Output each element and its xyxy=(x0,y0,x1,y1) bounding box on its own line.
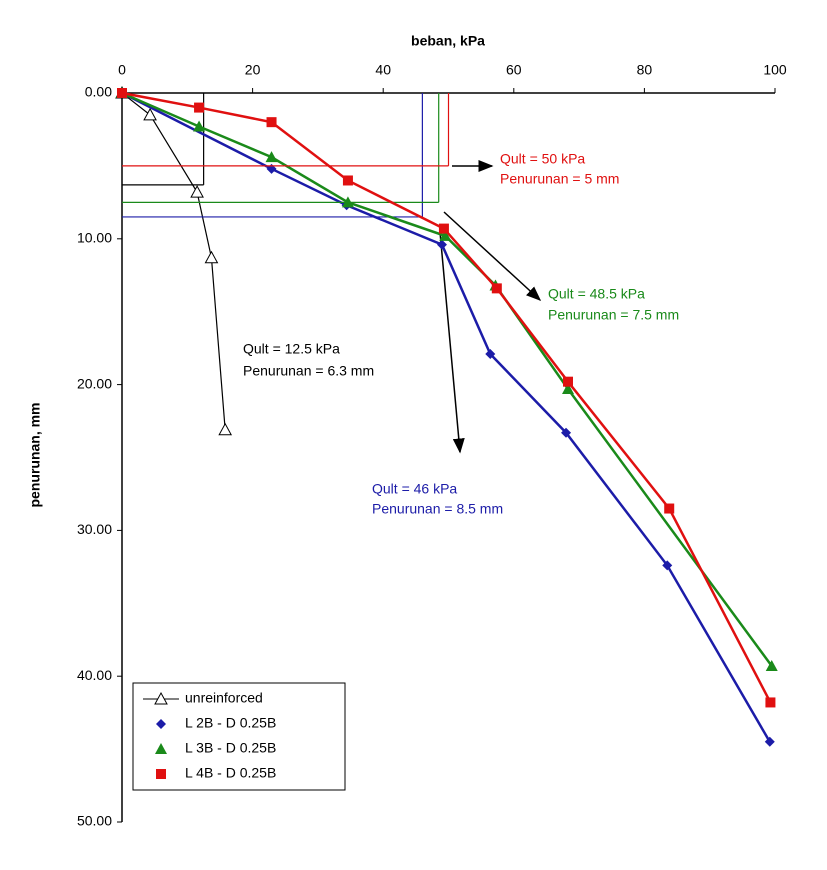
marker xyxy=(155,743,167,754)
x-tick-label: 20 xyxy=(245,62,261,78)
annotation: Qult = 46 kPa xyxy=(372,481,457,497)
marker xyxy=(117,88,127,98)
arrows xyxy=(439,160,542,454)
marker xyxy=(218,422,233,436)
marker xyxy=(485,348,496,359)
arrow xyxy=(439,231,465,454)
annotation: Penurunan = 8.5 mm xyxy=(372,501,503,517)
arrow xyxy=(443,211,542,302)
x-tick-label: 40 xyxy=(375,62,391,78)
series-line xyxy=(121,91,771,743)
x-tick-label: 0 xyxy=(118,62,126,78)
marker xyxy=(765,697,776,708)
x-tick-label: 100 xyxy=(763,62,787,78)
marker xyxy=(156,719,166,729)
legend-box xyxy=(132,682,346,791)
y-tick-label: 30.00 xyxy=(77,521,112,537)
annotation: Penurunan = 6.3 mm xyxy=(243,363,374,379)
x-tick-label: 80 xyxy=(637,62,653,78)
marker xyxy=(436,239,447,250)
legend-label: L 2B - D 0.25B xyxy=(185,715,276,731)
marker xyxy=(342,175,353,186)
marker xyxy=(156,769,166,779)
y-tick-label: 10.00 xyxy=(77,230,112,246)
marker xyxy=(662,560,673,571)
marker xyxy=(143,107,157,121)
marker xyxy=(266,117,277,128)
marker xyxy=(438,223,449,234)
legend-label: unreinforced xyxy=(185,690,263,706)
marker xyxy=(265,151,278,163)
marker xyxy=(190,185,204,198)
y-axis-title: penurunan, mm xyxy=(27,402,43,507)
marker xyxy=(764,736,775,747)
y-tick-label: 40.00 xyxy=(77,667,112,683)
x-axis-title: beban, kPa xyxy=(411,33,485,49)
series-line xyxy=(121,91,773,667)
annotation: Penurunan = 7.5 mm xyxy=(548,307,679,323)
legend-label: L 4B - D 0.25B xyxy=(185,765,276,781)
legend-label: L 3B - D 0.25B xyxy=(185,740,276,756)
annotation: Penurunan = 5 mm xyxy=(500,171,619,187)
marker xyxy=(194,102,205,113)
x-tick-label: 60 xyxy=(506,62,522,78)
marker xyxy=(561,427,572,438)
y-tick-label: 50.00 xyxy=(77,813,112,829)
marker xyxy=(491,283,502,294)
marker xyxy=(562,376,573,387)
marker xyxy=(561,382,574,394)
marker xyxy=(341,196,354,208)
marker xyxy=(439,229,452,241)
annotation: Qult = 12.5 kPa xyxy=(243,341,340,357)
marker xyxy=(765,659,778,671)
marker xyxy=(204,250,219,264)
y-tick-label: 0.00 xyxy=(85,84,112,100)
marker xyxy=(193,120,206,132)
annotation: Qult = 50 kPa xyxy=(500,151,585,167)
annotation: Qult = 48.5 kPa xyxy=(548,286,645,302)
marker xyxy=(664,503,675,514)
y-tick-label: 20.00 xyxy=(77,375,112,391)
marker xyxy=(154,691,168,705)
legend: unreinforced L 2B - D 0.25B L 3B - D 0.25B… xyxy=(132,682,346,791)
